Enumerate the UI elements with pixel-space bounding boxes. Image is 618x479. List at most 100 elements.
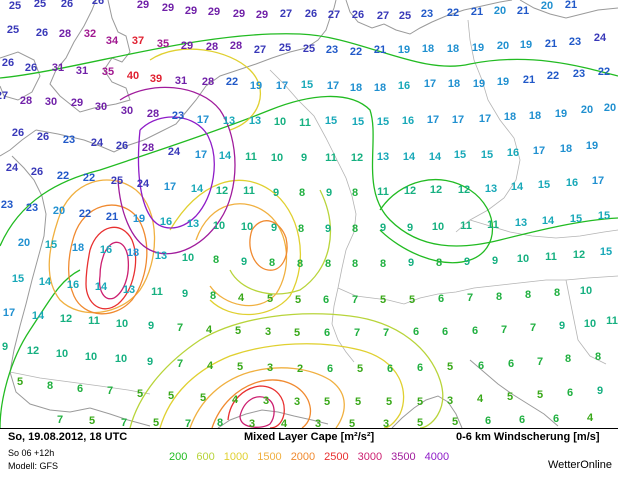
wind-shear-value: 9 (558, 320, 566, 332)
wind-shear-value: 19 (496, 76, 510, 88)
wind-shear-value: 12 (59, 313, 73, 325)
wind-shear-value: 25 (278, 42, 292, 54)
wind-shear-value: 5 (266, 293, 274, 305)
wind-shear-value: 24 (167, 146, 181, 158)
wind-shear-value: 23 (0, 199, 14, 211)
wind-shear-value: 24 (90, 137, 104, 149)
wind-shear-value: 7 (176, 358, 184, 370)
wind-shear-value: 8 (351, 223, 359, 235)
contour-200 (0, 33, 618, 79)
wind-shear-value: 9 (491, 255, 499, 267)
wind-shear-value: 8 (46, 380, 54, 392)
wind-shear-value: 12 (403, 185, 417, 197)
wind-shear-value: 8 (351, 187, 359, 199)
wind-shear-value: 7 (106, 385, 114, 397)
wind-shear-value: 8 (379, 258, 387, 270)
wind-shear-value: 9 (463, 256, 471, 268)
wind-shear-value: 13 (222, 115, 236, 127)
wind-shear-value: 7 (466, 292, 474, 304)
wind-shear-value: 3 (446, 395, 454, 407)
wind-shear-value: 10 (212, 220, 226, 232)
wind-shear-value: 11 (243, 185, 255, 197)
wind-shear-value: 8 (297, 223, 305, 235)
border-cz-pl (469, 219, 618, 239)
cape-legend-value: 2000 (290, 451, 316, 463)
wind-shear-value: 15 (569, 213, 583, 225)
wind-shear-value: 19 (519, 39, 533, 51)
wind-shear-value: 7 (56, 414, 64, 426)
wind-shear-value: 8 (524, 289, 532, 301)
run-date-label: So, 19.08.2012, 18 UTC (8, 431, 128, 443)
contour-1500 (189, 367, 345, 428)
wind-shear-value: 10 (270, 152, 284, 164)
wind-shear-value: 11 (606, 315, 618, 327)
wind-shear-value: 14 (190, 183, 204, 195)
wind-shear-value: 14 (402, 151, 416, 163)
wind-shear-value: 7 (120, 417, 128, 428)
wind-shear-value: 27 (279, 8, 293, 20)
wind-shear-value: 28 (205, 41, 219, 53)
wind-shear-value: 26 (60, 0, 74, 10)
wind-shear-value: 5 (536, 389, 544, 401)
wind-shear-value: 34 (105, 35, 119, 47)
border-es-fr (9, 371, 151, 395)
wind-shear-value: 27 (327, 9, 341, 21)
wind-shear-value: 32 (83, 28, 97, 40)
contour-1500 (48, 179, 156, 314)
wind-shear-value: 16 (506, 147, 520, 159)
wind-shear-value: 10 (84, 351, 98, 363)
wind-shear-value: 4 (231, 394, 239, 406)
border-fr-it (331, 287, 355, 363)
wind-shear-value: 26 (304, 8, 318, 20)
model-label: Modell: GFS (8, 461, 59, 471)
wind-shear-value: 11 (299, 117, 311, 129)
wind-shear-value: 16 (66, 279, 80, 291)
map-footer: So, 19.08.2012, 18 UTC So 06 +12h Modell… (0, 428, 618, 479)
wind-shear-value: 8 (209, 290, 217, 302)
wind-shear-value: 18 (421, 43, 435, 55)
wind-shear-value: 8 (268, 257, 276, 269)
wind-shear-value: 28 (19, 95, 33, 107)
wind-shear-value: 20 (580, 104, 594, 116)
wind-shear-value: 24 (593, 32, 607, 44)
contour-3500 (117, 86, 236, 255)
wind-shear-value: 6 (441, 326, 449, 338)
wind-shear-value: 18 (446, 43, 460, 55)
map-basemap (0, 0, 618, 428)
wind-shear-value: 3 (382, 418, 390, 428)
wind-shear-value: 19 (397, 44, 411, 56)
brand-label: WetterOnline (548, 459, 612, 471)
contour-1500 (195, 203, 288, 307)
wind-shear-value: 19 (471, 42, 485, 54)
wind-shear-value: 28 (201, 76, 215, 88)
wind-shear-value: 8 (553, 287, 561, 299)
wind-shear-value: 26 (1, 57, 15, 69)
wind-shear-value: 25 (110, 175, 124, 187)
wind-shear-value: 11 (460, 220, 472, 232)
wind-shear-value: 7 (500, 324, 508, 336)
wind-shear-value: 4 (476, 393, 484, 405)
contour-200 (0, 269, 81, 428)
wind-shear-value: 8 (495, 291, 503, 303)
wind-shear-value: 22 (597, 66, 611, 78)
wind-shear-value: 24 (136, 178, 150, 190)
wind-shear-value: 17 (591, 175, 605, 187)
wind-shear-value: 6 (484, 415, 492, 427)
wind-shear-value: 5 (294, 294, 302, 306)
contour-1000 (169, 179, 302, 316)
wind-shear-value: 17 (532, 145, 546, 157)
wind-shear-value: 13 (376, 151, 390, 163)
wind-shear-value: 24 (5, 162, 19, 174)
wind-shear-value: 26 (115, 140, 129, 152)
wind-shear-value: 29 (255, 9, 269, 21)
wind-shear-value: 7 (351, 294, 359, 306)
wind-shear-value: 17 (194, 149, 208, 161)
wind-shear-value: 21 (470, 6, 484, 18)
wind-shear-value: 15 (351, 116, 365, 128)
wind-shear-value: 5 (88, 415, 96, 427)
wind-shear-value: 4 (206, 360, 214, 372)
contour-2500 (227, 385, 285, 428)
wind-shear-value: 35 (101, 66, 115, 78)
contour-2000 (211, 379, 312, 428)
